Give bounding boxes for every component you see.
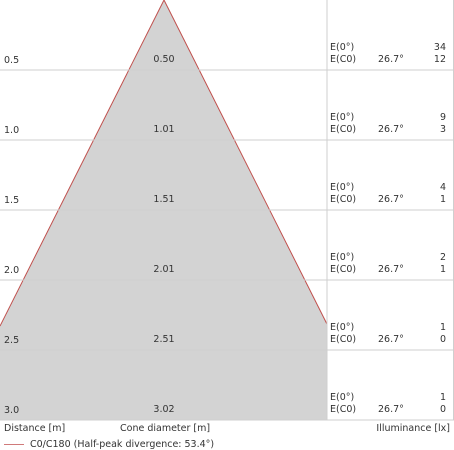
ec0-value: 0 xyxy=(440,404,446,415)
e0-value: 34 xyxy=(434,42,446,53)
distance-label: 3.0 xyxy=(4,405,19,416)
diameter-label: 2.01 xyxy=(153,264,174,275)
e0-label: E(0°) xyxy=(330,322,354,333)
e0-label: E(0°) xyxy=(330,42,354,53)
angle-label: 26.7° xyxy=(378,54,404,65)
ec0-value: 3 xyxy=(440,124,446,135)
e0-value: 9 xyxy=(440,112,446,123)
ec0-value: 1 xyxy=(440,264,446,275)
ec0-label: E(C0) xyxy=(330,54,356,65)
legend-line-swatch xyxy=(4,443,24,445)
cone-edge-left xyxy=(0,0,165,327)
ec0-value: 12 xyxy=(434,54,446,65)
distance-label: 0.5 xyxy=(4,55,19,66)
distance-label: 2.5 xyxy=(4,335,19,346)
angle-label: 26.7° xyxy=(378,404,404,415)
cone-edge-right xyxy=(163,0,328,325)
ec0-label: E(C0) xyxy=(330,404,356,415)
diameter-label: 1.01 xyxy=(153,124,174,135)
diameter-label: 0.50 xyxy=(153,54,174,65)
legend: C0/C180 (Half-peak divergence: 53.4°) xyxy=(4,438,214,450)
legend-label: C0/C180 (Half-peak divergence: 53.4°) xyxy=(30,438,215,450)
cone-diameter-axis-label: Cone diameter [m] xyxy=(120,423,210,434)
angle-label: 26.7° xyxy=(378,334,404,345)
e0-value: 1 xyxy=(440,392,446,403)
distance-label: 1.0 xyxy=(4,125,19,136)
ec0-label: E(C0) xyxy=(330,124,356,135)
ec0-value: 0 xyxy=(440,334,446,345)
distance-axis-label: Distance [m] xyxy=(4,423,65,434)
e0-value: 1 xyxy=(440,322,446,333)
e0-label: E(0°) xyxy=(330,392,354,403)
diameter-label: 3.02 xyxy=(153,404,174,415)
e0-label: E(0°) xyxy=(330,252,354,263)
diameter-label: 1.51 xyxy=(153,194,174,205)
ec0-label: E(C0) xyxy=(330,334,356,345)
ec0-label: E(C0) xyxy=(330,194,356,205)
ec0-value: 1 xyxy=(440,194,446,205)
e0-label: E(0°) xyxy=(330,112,354,123)
e0-label: E(0°) xyxy=(330,182,354,193)
distance-label: 1.5 xyxy=(4,195,19,206)
e0-value: 2 xyxy=(440,252,446,263)
angle-label: 26.7° xyxy=(378,194,404,205)
angle-label: 26.7° xyxy=(378,124,404,135)
illuminance-axis-label: Illuminance [lx] xyxy=(376,423,450,434)
distance-label: 2.0 xyxy=(4,265,19,276)
e0-value: 4 xyxy=(440,182,446,193)
angle-label: 26.7° xyxy=(378,264,404,275)
ec0-label: E(C0) xyxy=(330,264,356,275)
diameter-label: 2.51 xyxy=(153,334,174,345)
